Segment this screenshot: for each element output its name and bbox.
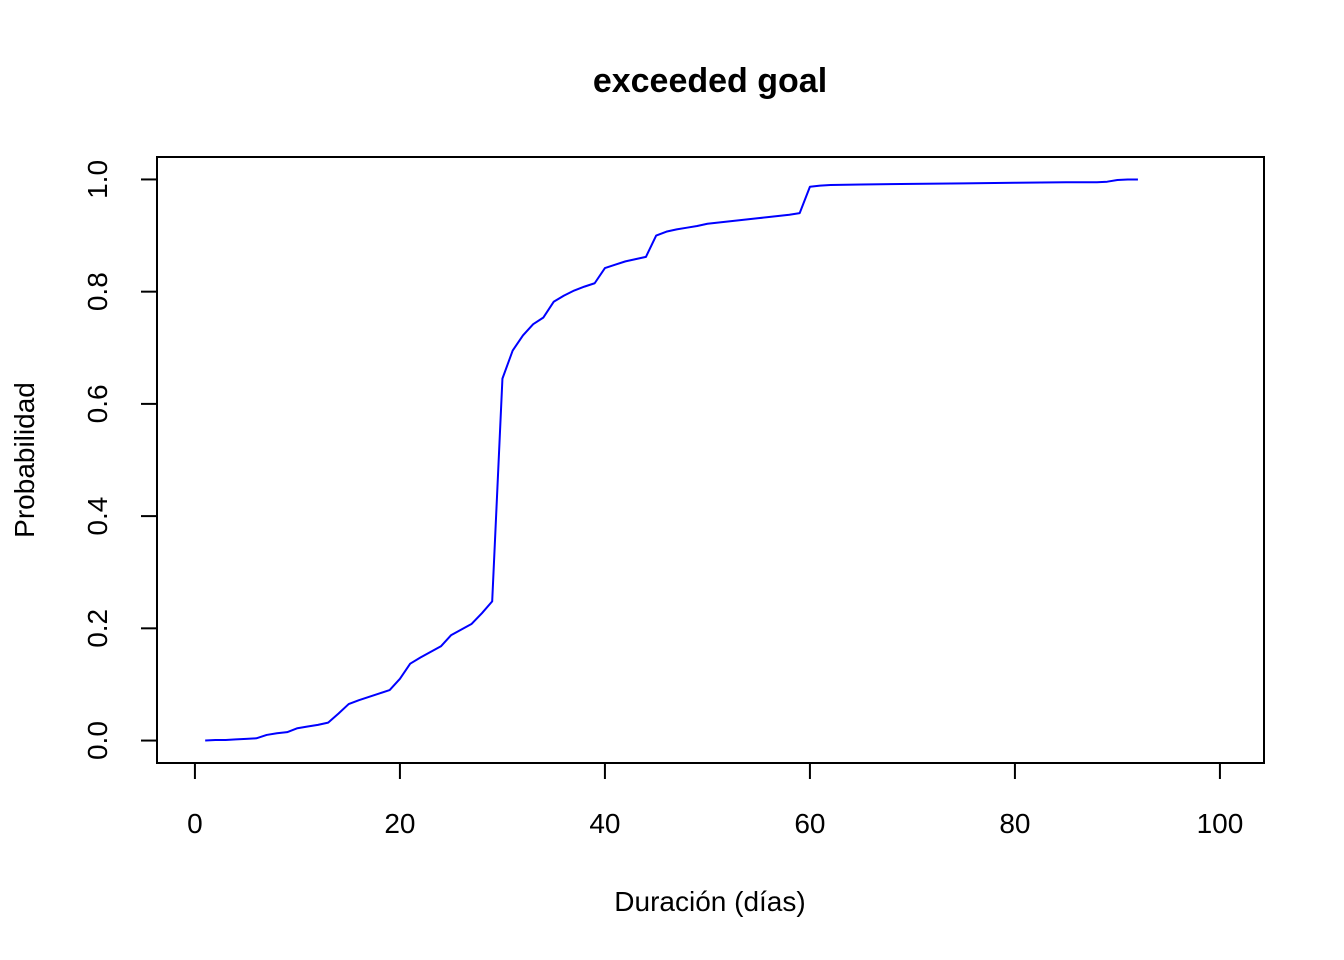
- x-tick-label: 60: [794, 808, 825, 839]
- chart-title: exceeded goal: [593, 62, 827, 100]
- x-axis: 0 20 40 60 80 100: [187, 762, 1244, 839]
- x-tick-label: 0: [187, 808, 203, 839]
- x-axis-label: Duración (días): [614, 886, 805, 917]
- series-line: [205, 178, 1138, 742]
- y-tick-label: 0.4: [82, 497, 113, 536]
- y-axis: 0.0 0.2 0.4 0.6 0.8 1.0: [82, 160, 158, 760]
- y-axis-label: Probabilidad: [9, 382, 40, 538]
- y-tick-label: 0.8: [82, 272, 113, 311]
- x-tick-label: 40: [589, 808, 620, 839]
- series-layer: [205, 178, 1138, 742]
- y-tick-label: 0.0: [82, 721, 113, 760]
- y-tick-label: 0.2: [82, 609, 113, 648]
- x-tick-label: 100: [1197, 808, 1244, 839]
- x-tick-label: 80: [999, 808, 1030, 839]
- plot-frame: [156, 156, 1265, 764]
- y-tick-label: 0.6: [82, 384, 113, 423]
- x-tick-label: 20: [384, 808, 415, 839]
- y-tick-label: 1.0: [82, 160, 113, 199]
